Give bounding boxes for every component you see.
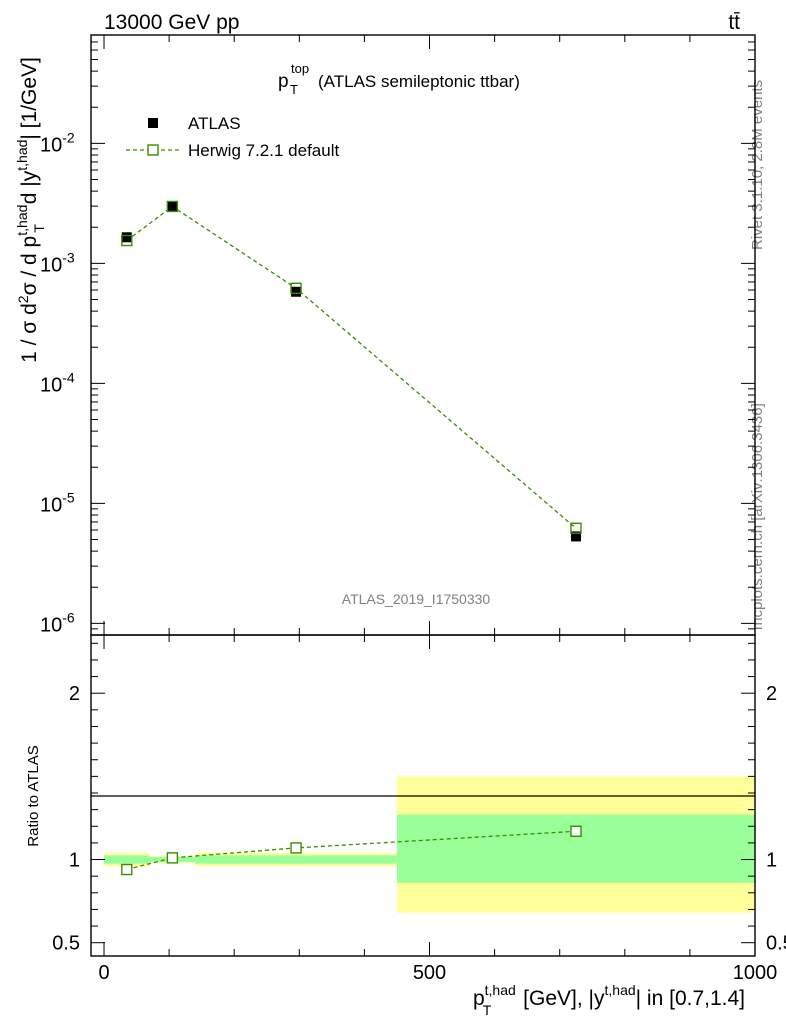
beam-label: 13000 GeV pp bbox=[104, 11, 239, 34]
ratio-y-tick-label: 0.5 bbox=[52, 933, 80, 955]
main-series bbox=[121, 200, 582, 542]
main-y-tick-label: 10-5 bbox=[40, 489, 75, 516]
plot-title-sub: T bbox=[290, 82, 298, 97]
x-tick-label: 500 bbox=[413, 962, 446, 984]
mc-line bbox=[126, 205, 577, 529]
main-y-tick-label: 10-2 bbox=[40, 129, 75, 156]
mc-data-point bbox=[290, 282, 302, 294]
plot-title-main: p bbox=[278, 71, 289, 92]
band-inner-3 bbox=[396, 814, 755, 883]
legend-mc-label: Herwig 7.2.1 default bbox=[188, 141, 339, 160]
main-y-tick-label: 10-4 bbox=[40, 369, 75, 396]
main-y-tick-label: 10-6 bbox=[40, 609, 75, 636]
process-label: tt̄ bbox=[728, 11, 740, 34]
x-tick-label: 1000 bbox=[733, 962, 778, 984]
legend-atlas-label: ATLAS bbox=[188, 114, 241, 133]
plot-title-rest: (ATLAS semileptonic ttbar) bbox=[318, 72, 520, 91]
ratio-y-tick-label-right: 1 bbox=[766, 850, 777, 872]
analysis-id: ATLAS_2019_I1750330 bbox=[342, 591, 491, 607]
ratio-y-axis-label: Ratio to ATLAS bbox=[25, 745, 42, 846]
ratio-axis-ticks: 2 2 1 1 0.5 0.5 0 500 1000 bbox=[52, 635, 786, 984]
ratio-uncertainty-bands bbox=[104, 776, 755, 913]
band-inner-0 bbox=[104, 855, 150, 864]
main-y-axis-label: 1 / σ d2σ / d pt,hadT d |yt,had| [1/GeV] bbox=[14, 57, 47, 363]
ratio-y-tick-label: 1 bbox=[69, 850, 80, 872]
main-axis-ticks: 10-2 10-3 10-4 10-5 10-6 bbox=[40, 34, 756, 636]
mc-data-point bbox=[121, 234, 133, 247]
plot-title-sup: top bbox=[291, 61, 309, 76]
legend-atlas-marker bbox=[148, 118, 158, 128]
ratio-mc-point bbox=[290, 842, 302, 854]
ratio-mc-point bbox=[166, 852, 179, 864]
mc-data-point bbox=[166, 200, 179, 213]
ratio-mc-point bbox=[570, 825, 582, 837]
mc-data-point bbox=[570, 522, 582, 534]
ratio-mc-point bbox=[121, 863, 133, 876]
ratio-mc-line bbox=[126, 830, 577, 871]
ratio-series bbox=[121, 825, 582, 876]
x-tick-label: 0 bbox=[98, 962, 109, 984]
main-y-tick-label: 10-3 bbox=[40, 249, 75, 276]
atlas-data-point bbox=[121, 232, 132, 243]
atlas-data-point bbox=[570, 531, 581, 542]
plot-title: p T top (ATLAS semileptonic ttbar) bbox=[278, 61, 520, 97]
legend-mc-marker bbox=[147, 144, 159, 156]
atlas-data-point bbox=[291, 286, 302, 297]
ratio-y-tick-label-right: 0.5 bbox=[766, 933, 786, 955]
atlas-data-point bbox=[167, 201, 178, 212]
mcplots-label: mcplots.cern.ch [arXiv:1306.3436] bbox=[749, 403, 766, 630]
legend: ATLAS Herwig 7.2.1 default bbox=[126, 114, 339, 160]
x-axis-label: pt,had T [GeV], |yt,had| in [0.7,1.4] bbox=[473, 982, 745, 1018]
ratio-y-tick-label: 2 bbox=[69, 683, 80, 705]
band-inner-2 bbox=[195, 855, 397, 864]
rivet-version-label: Rivet 3.1.10, 2.8M events bbox=[749, 80, 766, 250]
ratio-y-tick-label-right: 2 bbox=[766, 683, 777, 705]
